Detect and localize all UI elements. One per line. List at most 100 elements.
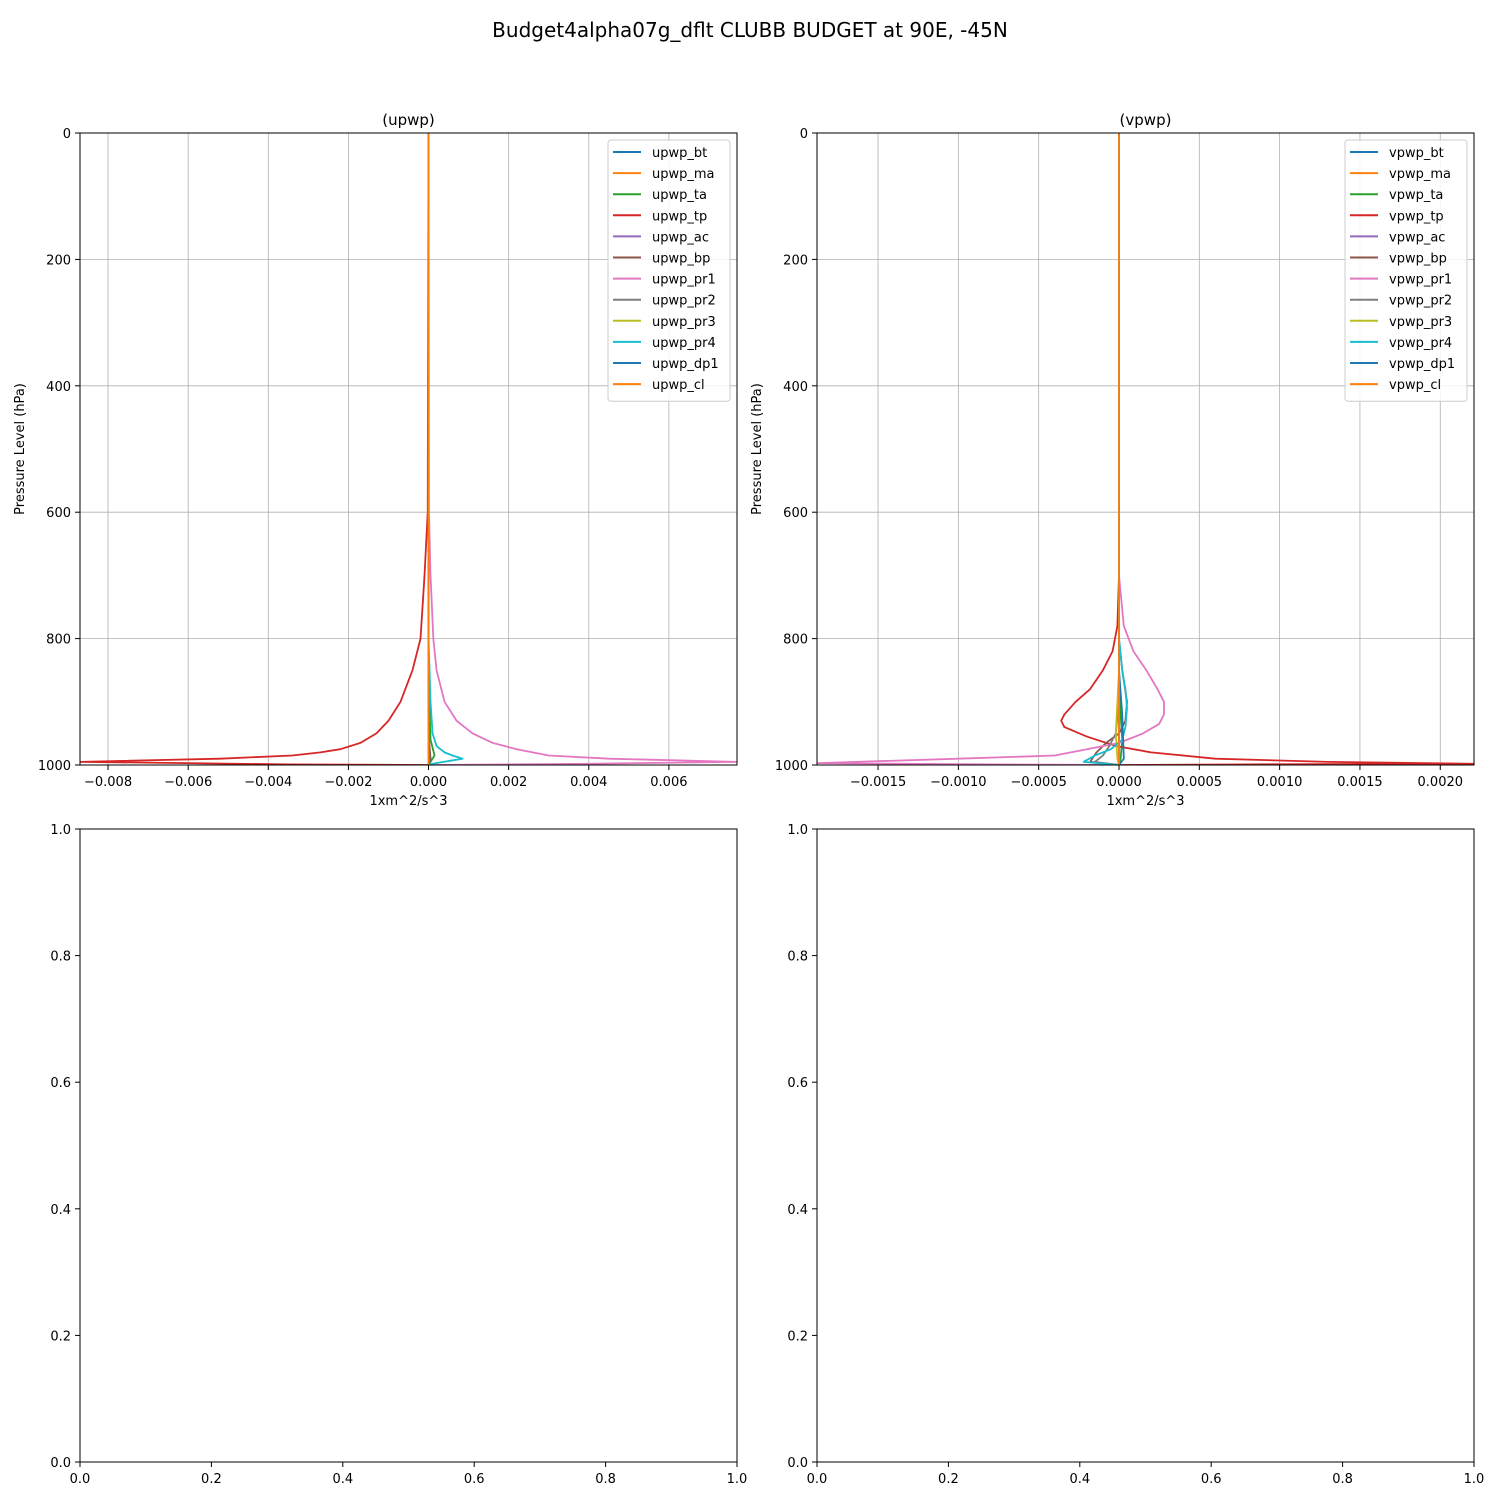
x-tick-label: 0.8	[1332, 1472, 1353, 1487]
y-tick-label: 1.0	[787, 823, 808, 838]
x-axis-label: 1xm^2/s^3	[1106, 794, 1184, 809]
series-line-vpwp_pr4	[1082, 133, 1128, 765]
y-tick-label: 0.6	[50, 1076, 71, 1091]
y-tick-label: 0.8	[787, 950, 808, 965]
legend-entry-label: upwp_cl	[652, 378, 705, 393]
x-tick-label: −0.002	[324, 775, 372, 790]
chart-panel-3: 0.0 0.2 0.4 0.6 0.8 1.0 0.0 0.2 0.4 0.6 0.8 1.0	[50, 823, 747, 1487]
x-tick-label: 0.000	[410, 775, 447, 790]
legend-entry-label: vpwp_pr4	[1389, 336, 1452, 351]
legend-entry-label: upwp_pr4	[652, 336, 716, 351]
legend-entry-label: upwp_pr3	[652, 315, 716, 330]
legend-entry-label: vpwp_bp	[1389, 252, 1447, 267]
legend-entry-label: upwp_dp1	[652, 357, 719, 372]
series-line-vpwp_tp	[1060, 133, 1474, 765]
legend-entry-label: upwp_pr1	[652, 273, 716, 288]
legend-entry-label: vpwp_dp1	[1389, 357, 1455, 372]
legend-entry-label: upwp_tp	[652, 209, 707, 224]
y-tick-label: 0.0	[787, 1456, 808, 1471]
y-tick-label: 0.4	[50, 1203, 71, 1218]
chart-panel-4: 0.0 0.2 0.4 0.6 0.8 1.0 0.0 0.2 0.4 0.6 0.8 1.0	[787, 823, 1484, 1487]
y-tick-label: 0.0	[50, 1456, 71, 1471]
y-tick-label: 1.0	[50, 823, 71, 838]
legend-entry-label: upwp_ac	[652, 230, 709, 245]
axes-frame	[816, 828, 1475, 1463]
legend-entry-label: vpwp_cl	[1389, 378, 1441, 393]
x-tick-label: 0.0000	[1096, 775, 1142, 790]
series-group	[817, 133, 1474, 765]
y-tick-label: 800	[783, 633, 808, 648]
figure-title: Budget4alpha07g_dflt CLUBB BUDGET at 90E…	[492, 18, 1008, 42]
chart-title: (upwp)	[382, 111, 435, 129]
y-tick-label: 1000	[38, 759, 71, 774]
x-tick-label: 0.002	[490, 775, 527, 790]
legend-entry-label: upwp_ma	[652, 167, 715, 182]
x-tick-label: −0.004	[244, 775, 292, 790]
axes-frame	[816, 132, 1475, 766]
panels: −0.008 −0.006 −0.004 −0.002 0.000 0.002 0.004 0…	[13, 111, 1484, 1487]
legend: vpwp_bt vpwp_ma vpwp_ta vpwp_tp vpwp_ac vpwp_…	[1344, 139, 1468, 402]
legend-entry-label: upwp_bt	[652, 146, 707, 161]
y-tick-label: 0.2	[50, 1329, 71, 1344]
legend: upwp_bt upwp_ma upwp_ta upwp_tp upwp_ac upwp_…	[607, 139, 731, 402]
legend-entry-label: upwp_pr2	[652, 294, 716, 309]
x-tick-label: 0.0010	[1257, 775, 1303, 790]
series-group	[80, 133, 737, 765]
x-tick-label: 0.0005	[1177, 775, 1223, 790]
legend-entry-label: vpwp_pr2	[1389, 294, 1452, 309]
x-tick-label: 1.0	[727, 1472, 748, 1487]
legend-entry-label: upwp_bp	[652, 252, 710, 267]
legend-entry-label: vpwp_bt	[1389, 146, 1444, 161]
legend-box	[607, 139, 731, 402]
x-tick-label: 1.0	[1464, 1472, 1485, 1487]
axes-frame	[79, 828, 738, 1463]
x-tick-label: 0.4	[332, 1472, 353, 1487]
x-tick-label: 0.004	[570, 775, 607, 790]
x-tick-label: 0.4	[1069, 1472, 1090, 1487]
x-tick-label: 0.0	[807, 1472, 828, 1487]
series-line-vpwp_pr1	[817, 133, 1165, 765]
x-tick-label: 0.006	[650, 775, 687, 790]
x-tick-label: 0.0	[70, 1472, 91, 1487]
legend-entry-label: upwp_ta	[652, 188, 707, 203]
x-tick-label: 0.2	[938, 1472, 959, 1487]
y-axis-label: Pressure Level (hPa)	[13, 383, 28, 515]
x-tick-label: 0.2	[201, 1472, 222, 1487]
y-tick-label: 400	[783, 380, 808, 395]
y-tick-label: 200	[783, 253, 808, 268]
axes-frame	[79, 132, 738, 766]
y-tick-label: 800	[46, 633, 71, 648]
legend-entry-label: vpwp_ma	[1389, 167, 1451, 182]
chart-title: (vpwp)	[1120, 111, 1172, 129]
x-tick-label: −0.008	[84, 775, 132, 790]
x-tick-label: 0.0020	[1418, 775, 1464, 790]
legend-entry-label: vpwp_pr1	[1389, 273, 1452, 288]
y-tick-label: 0.8	[50, 950, 71, 965]
y-axis-label: Pressure Level (hPa)	[750, 383, 765, 515]
chart-panel-2: −0.0015 −0.0010 −0.0005 0.0000 0.0005 0.0010 0…	[750, 111, 1475, 809]
x-axis-label: 1xm^2/s^3	[369, 794, 447, 809]
y-tick-label: 0.2	[787, 1329, 808, 1344]
y-tick-label: 400	[46, 380, 71, 395]
y-tick-label: 1000	[775, 759, 808, 774]
x-tick-label: −0.0005	[1010, 775, 1066, 790]
series-line-upwp_pr1	[427, 133, 737, 765]
legend-entry-label: vpwp_ac	[1389, 230, 1445, 245]
y-tick-label: 0	[800, 127, 808, 142]
y-tick-label: 0	[63, 127, 71, 142]
chart-panel-1: −0.008 −0.006 −0.004 −0.002 0.000 0.002 0.004 0…	[13, 111, 738, 809]
legend-entry-label: vpwp_tp	[1389, 209, 1444, 224]
series-line-upwp_pr4	[427, 133, 464, 765]
x-tick-label: 0.6	[464, 1472, 485, 1487]
legend-box	[1344, 139, 1468, 402]
x-tick-label: 0.6	[1201, 1472, 1222, 1487]
y-tick-label: 0.6	[787, 1076, 808, 1091]
x-tick-label: 0.0015	[1337, 775, 1383, 790]
y-tick-label: 0.4	[787, 1203, 808, 1218]
x-tick-label: −0.0010	[930, 775, 986, 790]
x-tick-label: 0.8	[595, 1472, 616, 1487]
x-tick-label: −0.006	[164, 775, 212, 790]
series-line-upwp_tp	[80, 133, 430, 765]
